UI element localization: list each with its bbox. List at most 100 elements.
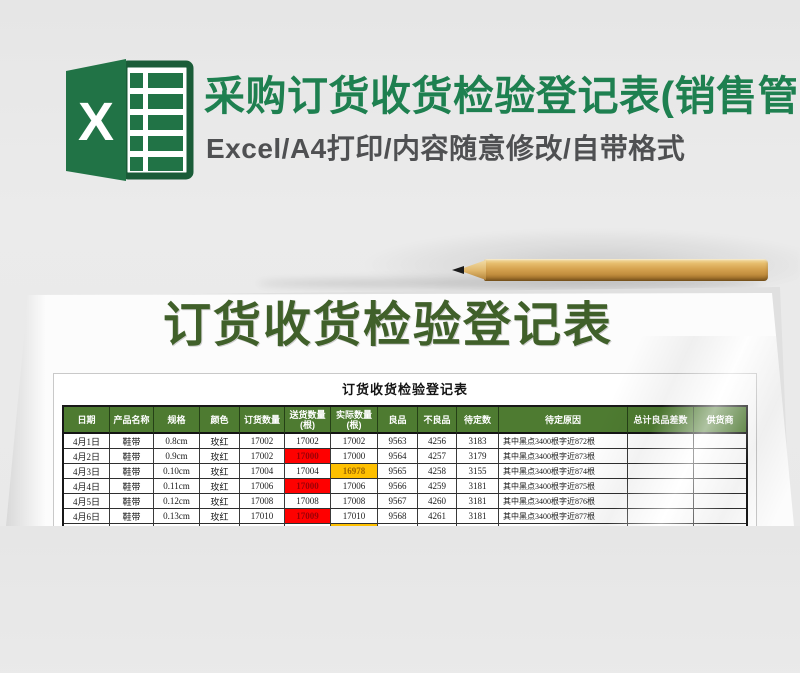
cell-r5-c11 bbox=[628, 509, 694, 524]
page-subtitle: Excel/A4打印/内容随意修改/自带格式 bbox=[206, 133, 686, 164]
cell-r6-c9 bbox=[457, 524, 499, 526]
page-title: 采购订货收货检验登记表(销售管... bbox=[204, 73, 796, 118]
column-header-label: 日期 bbox=[77, 414, 96, 425]
cell-r0-c11 bbox=[628, 434, 694, 449]
cell-r0-c3: 玫红 bbox=[200, 434, 240, 449]
cell-r1-c5: 17000 bbox=[285, 449, 331, 464]
cell-r3-c1: 鞋带 bbox=[110, 479, 154, 494]
cell-r6-c7 bbox=[378, 524, 418, 526]
cell-r4-c5: 17008 bbox=[285, 494, 331, 509]
sheet-title: 订货收货检验登记表 bbox=[162, 299, 613, 352]
table-row bbox=[64, 524, 746, 526]
cell-r4-c12 bbox=[694, 494, 746, 509]
cell-r2-c4: 17004 bbox=[240, 464, 285, 479]
spreadsheet-panel: 订货收货检验登记表 日期 产品名称 规格 颜色 订货数量 送货数量 (根) 实际数量 (根) 良品… bbox=[53, 373, 757, 526]
cell-r6-c12 bbox=[694, 524, 746, 526]
table-title: 订货收货检验登记表 bbox=[341, 382, 468, 397]
cell-r1-c11 bbox=[628, 449, 694, 464]
column-header-label: 送货数量 bbox=[289, 409, 326, 420]
pencil-tip-lead bbox=[452, 266, 464, 274]
cell-r4-c4: 17008 bbox=[240, 494, 285, 509]
cell-r5-c8: 4261 bbox=[418, 509, 457, 524]
table-row: 4月5日 鞋带 0.12cm 玫红 17008 17008 17008 9567 4260 318… bbox=[64, 494, 746, 509]
cell-r4-c11 bbox=[628, 494, 694, 509]
column-header-3: 颜色 bbox=[200, 407, 240, 434]
cell-r5-c1: 鞋带 bbox=[110, 509, 154, 524]
cell-r3-c2: 0.11cm bbox=[154, 479, 200, 494]
cell-r0-c7: 9563 bbox=[378, 434, 418, 449]
column-header-label: 产品名称 bbox=[113, 414, 150, 425]
cell-r4-c6: 17008 bbox=[331, 494, 378, 509]
cell-r0-c2: 0.8cm bbox=[154, 434, 200, 449]
cell-r2-c1: 鞋带 bbox=[110, 464, 154, 479]
cell-r3-c6: 17006 bbox=[331, 479, 378, 494]
cell-r5-c5: 17009 bbox=[285, 509, 331, 524]
cell-r4-c9: 3181 bbox=[457, 494, 499, 509]
column-header-label: 供货商 bbox=[706, 414, 734, 425]
column-header-1: 产品名称 bbox=[110, 407, 154, 434]
cell-r4-c1: 鞋带 bbox=[110, 494, 154, 509]
cell-r1-c6: 17000 bbox=[331, 449, 378, 464]
cell-r1-c0: 4月2日 bbox=[64, 449, 110, 464]
cell-r5-c6: 17010 bbox=[331, 509, 378, 524]
table-row: 4月1日 鞋带 0.8cm 玫红 17002 17002 17002 9563 4256 3183… bbox=[64, 434, 746, 449]
cell-r2-c9: 3155 bbox=[457, 464, 499, 479]
cell-r6-c10 bbox=[499, 524, 628, 526]
cell-r4-c2: 0.12cm bbox=[154, 494, 200, 509]
column-header-4: 订货数量 bbox=[240, 407, 285, 434]
pencil-shadow bbox=[257, 278, 762, 289]
cell-r6-c3 bbox=[200, 524, 240, 526]
cell-r0-c0: 4月1日 bbox=[64, 434, 110, 449]
cell-r5-c10: 其中黑点3400根字近877根 bbox=[499, 509, 628, 524]
excel-x-letter: X bbox=[78, 92, 114, 152]
cell-r2-c3: 玫红 bbox=[200, 464, 240, 479]
column-header-2: 规格 bbox=[154, 407, 200, 434]
cell-r5-c9: 3181 bbox=[457, 509, 499, 524]
column-header-5: 送货数量 (根) bbox=[285, 407, 331, 434]
cell-r3-c9: 3181 bbox=[457, 479, 499, 494]
pencil-body bbox=[484, 259, 768, 281]
cell-r2-c2: 0.10cm bbox=[154, 464, 200, 479]
cell-r0-c4: 17002 bbox=[240, 434, 285, 449]
cell-r3-c11 bbox=[628, 479, 694, 494]
column-header-label: 待定原因 bbox=[544, 414, 581, 425]
cell-r4-c10: 其中黑点3400根字近876根 bbox=[499, 494, 628, 509]
cell-r1-c9: 3179 bbox=[457, 449, 499, 464]
promo-image: X 采购订货收货检验登记表(销售管... Excel/A4打印/内容随意修改/自… bbox=[6, 57, 800, 526]
column-header-9: 待定数 bbox=[457, 407, 499, 434]
cell-r6-c1 bbox=[110, 524, 154, 526]
cell-r5-c4: 17010 bbox=[240, 509, 285, 524]
paper-sheet: 订货收货检验登记表 订货收货检验登记表 日期 产品名称 规格 颜色 订货数量 送货数量 (根… bbox=[6, 293, 794, 526]
column-header-subLabel: (根) bbox=[300, 419, 315, 430]
cell-r5-c3: 玫红 bbox=[200, 509, 240, 524]
cell-r2-c8: 4258 bbox=[418, 464, 457, 479]
cell-r3-c3: 玫红 bbox=[200, 479, 240, 494]
cell-r1-c2: 0.9cm bbox=[154, 449, 200, 464]
column-header-subLabel: (根) bbox=[346, 419, 362, 430]
cell-r3-c8: 4259 bbox=[418, 479, 457, 494]
cell-r0-c5: 17002 bbox=[285, 434, 331, 449]
table-row: 4月6日 鞋带 0.13cm 玫红 17010 17009 17010 9568 4261 318… bbox=[64, 509, 746, 524]
cell-r5-c2: 0.13cm bbox=[154, 509, 200, 524]
cell-r6-c8 bbox=[418, 524, 457, 526]
cell-r6-c11 bbox=[628, 524, 694, 526]
cell-r4-c0: 4月5日 bbox=[64, 494, 110, 509]
cell-r2-c0: 4月3日 bbox=[64, 464, 110, 479]
cell-r6-c0 bbox=[64, 524, 110, 526]
column-header-11: 总计良品差数 bbox=[628, 407, 694, 434]
cell-r5-c0: 4月6日 bbox=[64, 509, 110, 524]
cell-r0-c12 bbox=[694, 434, 746, 449]
cell-r0-c1: 鞋带 bbox=[110, 434, 154, 449]
column-header-6: 实际数量 (根) bbox=[331, 407, 378, 434]
cell-r1-c1: 鞋带 bbox=[110, 449, 154, 464]
cell-r1-c12 bbox=[694, 449, 746, 464]
column-header-0: 日期 bbox=[64, 407, 110, 434]
column-header-label: 不良品 bbox=[423, 414, 451, 425]
cell-r4-c3: 玫红 bbox=[200, 494, 240, 509]
table-row: 4月3日 鞋带 0.10cm 玫红 17004 17004 16978 9565 4258 315… bbox=[64, 464, 746, 479]
cell-r1-c4: 17002 bbox=[240, 449, 285, 464]
excel-logo-icon: X bbox=[64, 57, 196, 185]
cell-r3-c7: 9566 bbox=[378, 479, 418, 494]
cell-r6-c4 bbox=[240, 524, 285, 526]
cell-r5-c7: 9568 bbox=[378, 509, 418, 524]
